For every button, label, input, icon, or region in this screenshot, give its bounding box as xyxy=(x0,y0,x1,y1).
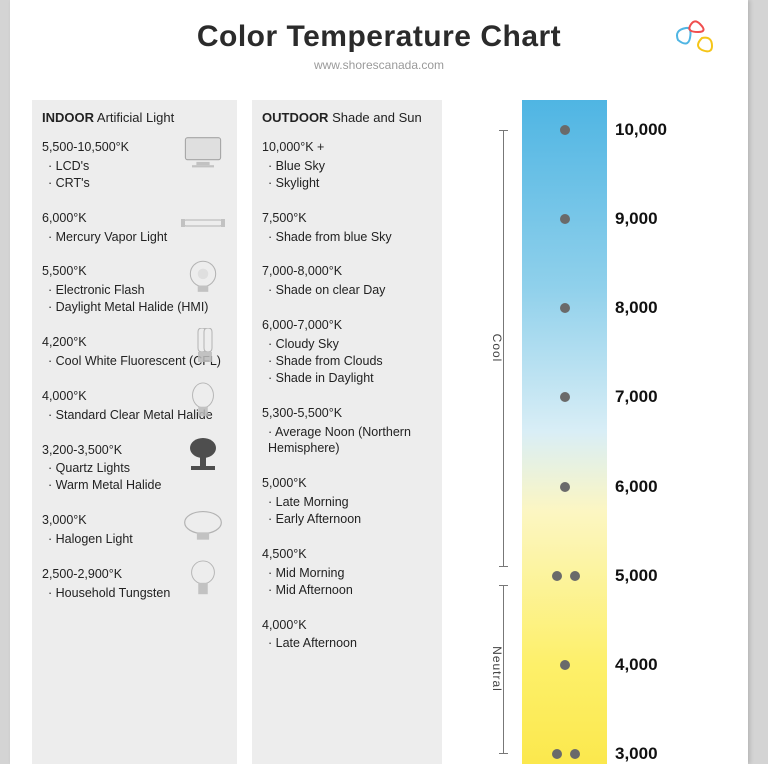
item-line: Skylight xyxy=(262,175,432,192)
spot-icon xyxy=(181,436,225,474)
sheet: Color Temperature Chart www.shorescanada… xyxy=(10,0,748,764)
outdoor-heading-bold: OUTDOOR xyxy=(262,110,328,125)
kelvin-value: 7,000-8,000°K xyxy=(262,263,432,280)
item-lines: Cloudy SkyShade from CloudsShade in Dayl… xyxy=(262,336,432,387)
range-label: Cool xyxy=(490,334,504,363)
scale-tick-dot xyxy=(560,125,570,135)
scale-tick-label: 6,000 xyxy=(615,477,658,497)
outdoor-heading: OUTDOOR Shade and Sun xyxy=(262,110,432,125)
hid-icon xyxy=(181,382,225,420)
list-item: 10,000°K + Blue SkySkylight xyxy=(262,139,432,192)
item-lines: Shade from blue Sky xyxy=(262,229,432,246)
scale-tick-label: 8,000 xyxy=(615,298,658,318)
item-line: Shade from Clouds xyxy=(262,353,432,370)
scale-tick-dot xyxy=(552,571,562,581)
item-line: Mid Morning xyxy=(262,565,432,582)
kelvin-value: 5,300-5,500°K xyxy=(262,405,432,422)
list-item: 4,200°KCool White Fluorescent (CFL) xyxy=(42,334,227,370)
list-item: 5,500-10,500°KLCD'sCRT's xyxy=(42,139,227,192)
item-lines: Average Noon (Northern Hemisphere) xyxy=(262,424,432,458)
kelvin-value: 4,500°K xyxy=(262,546,432,563)
item-line: Mid Afternoon xyxy=(262,582,432,599)
item-line: Shade from blue Sky xyxy=(262,229,432,246)
kelvin-value: 6,000-7,000°K xyxy=(262,317,432,334)
scale-tick-dot xyxy=(560,660,570,670)
outdoor-column: OUTDOOR Shade and Sun 10,000°K + Blue Sky… xyxy=(252,100,442,764)
indoor-heading-rest: Artificial Light xyxy=(94,110,174,125)
item-lines: Late Afternoon xyxy=(262,635,432,652)
list-item: 5,500°KElectronic FlashDaylight Metal Ha… xyxy=(42,263,227,316)
outdoor-list: 10,000°K + Blue SkySkylight 7,500°K Shade f… xyxy=(262,139,432,652)
chart-title: Color Temperature Chart xyxy=(10,0,748,54)
logo-icon xyxy=(672,18,718,63)
scale-tick-dot xyxy=(570,749,580,759)
scale-tick-dot xyxy=(570,571,580,581)
scale-tick-label: 9,000 xyxy=(615,209,658,229)
item-lines: Blue SkySkylight xyxy=(262,158,432,192)
range-label: Neutral xyxy=(490,646,504,692)
list-item: 4,000°KLate Afternoon xyxy=(262,617,432,653)
item-line: Early Afternoon xyxy=(262,511,432,528)
indoor-heading: INDOOR Artificial Light xyxy=(42,110,227,125)
indoor-column: INDOOR Artificial Light 5,500-10,500°KLC… xyxy=(32,100,237,764)
item-line: Blue Sky xyxy=(262,158,432,175)
item-line: Late Morning xyxy=(262,494,432,511)
page: Color Temperature Chart www.shorescanada… xyxy=(0,0,768,764)
list-item: 4,500°K Mid MorningMid Afternoon xyxy=(262,546,432,599)
list-item: 3,200-3,500°KQuartz LightsWarm Metal Hal… xyxy=(42,442,227,495)
bulb-icon xyxy=(181,560,225,598)
item-line: Warm Metal Halide xyxy=(42,477,227,494)
item-line: Shade in Daylight xyxy=(262,370,432,387)
kelvin-value: 5,000°K xyxy=(262,475,432,492)
indoor-heading-bold: INDOOR xyxy=(42,110,94,125)
item-line: Daylight Metal Halide (HMI) xyxy=(42,299,227,316)
kelvin-value: 10,000°K + xyxy=(262,139,432,156)
list-item: 7,500°K Shade from blue Sky xyxy=(262,210,432,246)
scale-tick-dot xyxy=(560,303,570,313)
halogen-icon xyxy=(181,506,225,544)
cfl-icon xyxy=(181,328,225,366)
tube-icon xyxy=(181,204,225,242)
item-line: Shade on clear Day xyxy=(262,282,432,299)
columns-container: INDOOR Artificial Light 5,500-10,500°KLC… xyxy=(32,100,726,764)
list-item: 6,000-7,000°K Cloudy SkyShade from Clouds… xyxy=(262,317,432,387)
list-item: 6,000°KMercury Vapor Light xyxy=(42,210,227,246)
outdoor-heading-rest: Shade and Sun xyxy=(328,110,421,125)
indoor-list: 5,500-10,500°KLCD'sCRT's 6,000°KMercury V… xyxy=(42,139,227,602)
flash-bulb-icon xyxy=(181,257,225,295)
range-bracket: Cool xyxy=(503,130,504,567)
scale-tick-dot xyxy=(560,482,570,492)
scale-tick-label: 3,000 xyxy=(615,744,658,764)
item-line: CRT's xyxy=(42,175,227,192)
list-item: 3,000°KHalogen Light xyxy=(42,512,227,548)
kelvin-value: 4,000°K xyxy=(262,617,432,634)
scale-column: 10,000 9,000 8,000 7,000 6,000 5,000 4,000 3,00… xyxy=(457,100,726,764)
item-line: Late Afternoon xyxy=(262,635,432,652)
item-lines: Shade on clear Day xyxy=(262,282,432,299)
scale-tick-label: 7,000 xyxy=(615,387,658,407)
range-bracket: Neutral xyxy=(503,585,504,754)
list-item: 2,500-2,900°KHousehold Tungsten xyxy=(42,566,227,602)
scale-tick-label: 4,000 xyxy=(615,655,658,675)
scale-tick-dot xyxy=(552,749,562,759)
item-line: Cloudy Sky xyxy=(262,336,432,353)
item-lines: Late MorningEarly Afternoon xyxy=(262,494,432,528)
list-item: 5,300-5,500°K Average Noon (Northern Hemi… xyxy=(262,405,432,458)
monitor-icon xyxy=(181,133,225,171)
source-url: www.shorescanada.com xyxy=(10,58,748,72)
list-item: 5,000°K Late MorningEarly Afternoon xyxy=(262,475,432,528)
list-item: 7,000-8,000°K Shade on clear Day xyxy=(262,263,432,299)
scale-tick-label: 5,000 xyxy=(615,566,658,586)
scale-tick-label: 10,000 xyxy=(615,120,667,140)
list-item: 4,000°KStandard Clear Metal Halide xyxy=(42,388,227,424)
scale-tick-dot xyxy=(560,214,570,224)
kelvin-value: 7,500°K xyxy=(262,210,432,227)
item-line: Average Noon (Northern Hemisphere) xyxy=(262,424,432,458)
item-lines: Mid MorningMid Afternoon xyxy=(262,565,432,599)
scale-tick-dot xyxy=(560,392,570,402)
